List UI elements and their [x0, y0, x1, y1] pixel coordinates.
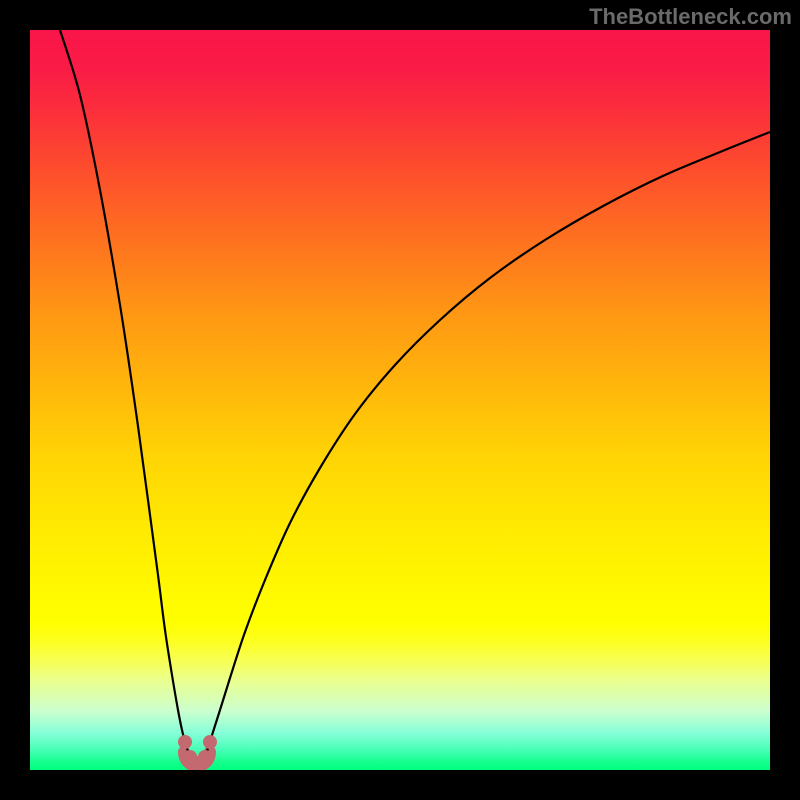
- curve-layer: [30, 30, 770, 770]
- chart-container: TheBottleneck.com: [0, 0, 800, 800]
- trough-marker-dot: [203, 735, 217, 749]
- curve-right-branch: [204, 132, 770, 759]
- curve-left-branch: [60, 30, 191, 759]
- trough-marker-dot: [198, 750, 212, 764]
- trough-marker-dot: [178, 735, 192, 749]
- plot-area: [30, 30, 770, 770]
- watermark-text: TheBottleneck.com: [589, 4, 792, 30]
